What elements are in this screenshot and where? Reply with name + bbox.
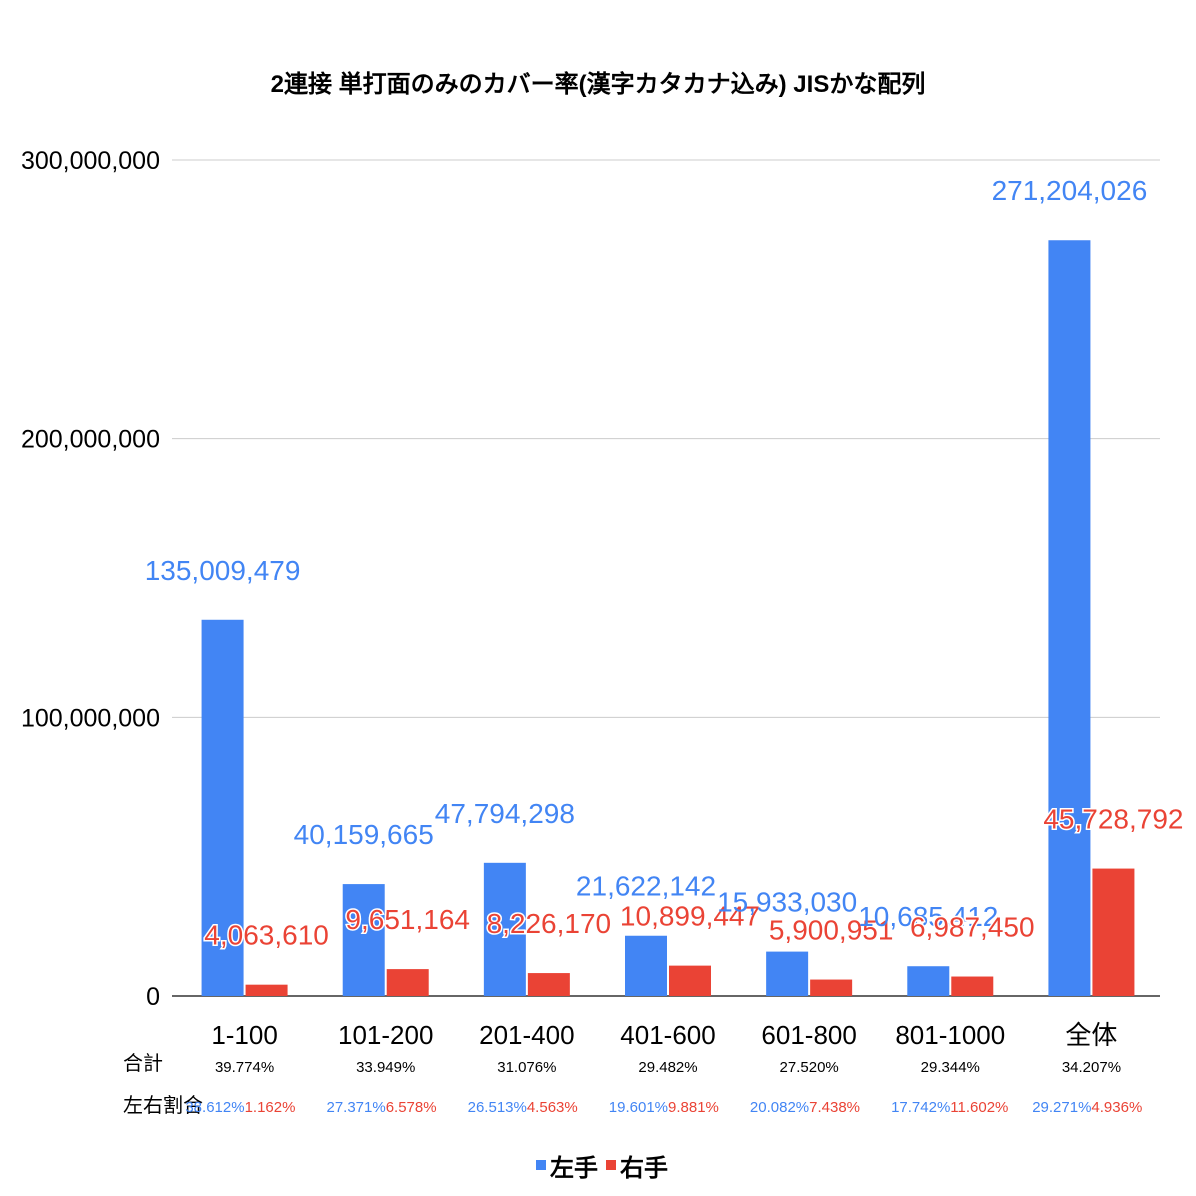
bar-right-hand — [527, 973, 570, 996]
legend-label-right-hand: 右手 — [620, 1154, 668, 1182]
y-tick-label: 100,000,000 — [21, 704, 160, 732]
total-percent: 33.949% — [356, 1059, 415, 1076]
total-percent: 29.344% — [921, 1059, 980, 1076]
left-ratio-percent: 20.082% — [750, 1099, 809, 1116]
data-label-right-hand: 4,063,610 — [204, 920, 329, 951]
x-tick-label: 101-200 — [338, 1020, 433, 1050]
bar-left-hand — [766, 951, 809, 996]
total-percent: 29.482% — [638, 1059, 697, 1076]
legend: 左手 右手 — [536, 1154, 668, 1182]
x-tick-label: 全体 — [1065, 1020, 1117, 1050]
chart-title: 2連接 単打面のみのカバー率(漢字カタカナ込み) JISかな配列 — [271, 70, 926, 98]
left-ratio-percent: 38.612% — [185, 1099, 244, 1116]
bar-right-hand — [810, 979, 853, 996]
bar-right-hand — [245, 984, 288, 996]
legend-swatch — [536, 1160, 546, 1170]
right-ratio-percent: 4.563% — [527, 1099, 578, 1116]
bar-right-hand — [1092, 868, 1135, 996]
x-tick-label: 401-600 — [620, 1020, 715, 1050]
y-tick-label: 200,000,000 — [21, 426, 160, 454]
x-tick-label: 201-400 — [479, 1020, 574, 1050]
stats-table: 合計 左右割合 39.774% 38.612% 1.162% 33.949% 27.37… — [123, 1052, 1142, 1117]
total-percent: 34.207% — [1062, 1059, 1121, 1076]
left-ratio-percent: 26.513% — [468, 1099, 527, 1116]
y-axis: 0 100,000,000 200,000,000 300,000,000 — [21, 147, 160, 1011]
left-ratio-percent: 29.271% — [1032, 1099, 1091, 1116]
legend-swatch — [606, 1160, 616, 1170]
data-label-right-hand: 45,728,792 — [1043, 804, 1183, 835]
bar-left-hand — [907, 966, 950, 996]
right-ratio-percent: 9.881% — [668, 1099, 719, 1116]
data-label-left-hand: 135,009,479 — [145, 555, 301, 586]
data-label-right-hand: 6,987,450 — [910, 912, 1035, 943]
x-tick-label: 801-1000 — [895, 1020, 1005, 1050]
y-tick-label: 0 — [146, 983, 160, 1011]
total-percent: 31.076% — [497, 1059, 556, 1076]
bar-left-hand — [342, 884, 385, 996]
data-label-left-hand: 21,622,142 — [576, 871, 716, 902]
x-tick-label: 601-800 — [761, 1020, 856, 1050]
left-ratio-percent: 27.371% — [326, 1099, 385, 1116]
data-label-left-hand: 15,933,030 — [717, 887, 857, 918]
total-percent: 27.520% — [780, 1059, 839, 1076]
right-ratio-percent: 4.936% — [1091, 1099, 1142, 1116]
bar-right-hand — [669, 965, 711, 996]
bar-left-hand — [201, 619, 244, 996]
data-label-left-hand: 40,159,665 — [294, 819, 434, 850]
x-axis: 1-100 101-200 201-400 401-600 601-800 801-100… — [211, 1020, 1117, 1050]
data-label-left-hand: 271,204,026 — [992, 175, 1148, 206]
legend-label-left-hand: 左手 — [550, 1154, 598, 1182]
ratio-row-label: 左右割合 — [123, 1094, 203, 1117]
bar-left-hand — [625, 935, 667, 996]
left-ratio-percent: 19.601% — [609, 1099, 668, 1116]
x-tick-label: 1-100 — [211, 1020, 278, 1050]
right-ratio-percent: 7.438% — [809, 1099, 860, 1116]
bar-right-hand — [951, 976, 994, 996]
data-label-right-hand: 9,651,164 — [345, 904, 470, 935]
data-label-left-hand: 47,794,298 — [435, 798, 575, 829]
total-row-label: 合計 — [123, 1052, 163, 1075]
right-ratio-percent: 6.578% — [386, 1099, 437, 1116]
data-label-left-hand: 10,685,412 — [858, 901, 998, 932]
data-label-right-hand: 10,899,447 — [620, 901, 760, 932]
data-label-right-hand: 8,226,170 — [487, 908, 612, 939]
right-ratio-percent: 11.602% — [950, 1099, 1008, 1116]
data-label-right-hand: 5,900,951 — [769, 915, 894, 946]
total-percent: 39.774% — [215, 1059, 274, 1076]
bar-right-hand — [386, 969, 429, 996]
bar-left-hand — [1048, 240, 1091, 997]
right-ratio-percent: 1.162% — [245, 1099, 296, 1116]
y-tick-label: 300,000,000 — [21, 147, 160, 175]
bars: 135,009,479 4,063,610 40,159,665 9,651,164 4… — [145, 175, 1185, 997]
bar-left-hand — [483, 862, 526, 996]
left-ratio-percent: 17.742% — [891, 1099, 950, 1116]
